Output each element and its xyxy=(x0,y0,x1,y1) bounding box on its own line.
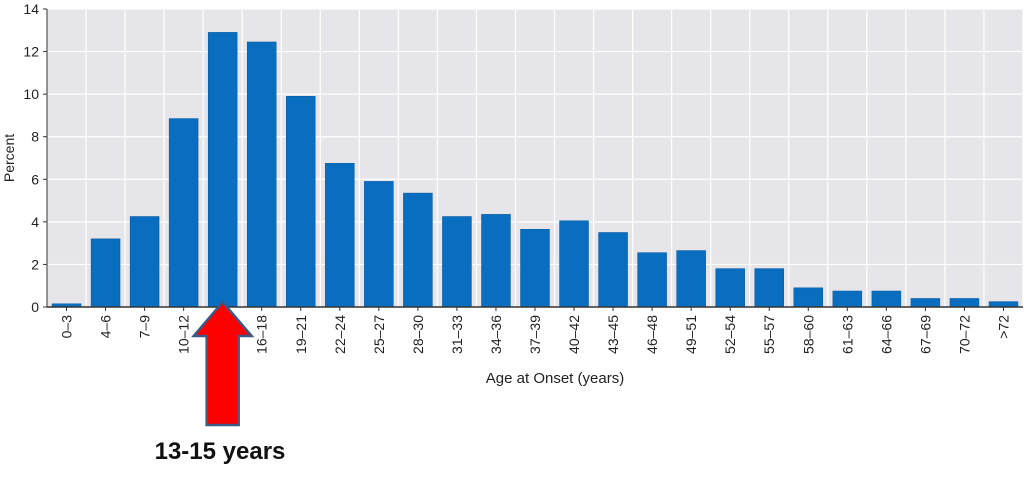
x-tick-label: 31–33 xyxy=(449,315,465,354)
x-tick-label: 70–72 xyxy=(956,315,972,354)
x-tick-label: 34–36 xyxy=(488,315,504,354)
x-axis-label: Age at Onset (years) xyxy=(486,370,624,387)
bar-64–66 xyxy=(871,290,902,308)
x-tick-label: 10–12 xyxy=(176,315,192,354)
bar-19–21 xyxy=(286,95,316,308)
x-tick-label: >72 xyxy=(995,315,1011,339)
x-tick-label: 4–6 xyxy=(98,315,114,339)
bar-37–39 xyxy=(520,229,550,308)
x-tick-label: 16–18 xyxy=(254,315,270,354)
y-tick-label: 4 xyxy=(31,214,39,230)
bar-31–33 xyxy=(442,216,472,308)
x-tick-label: 55–57 xyxy=(761,315,777,354)
bar-58–60 xyxy=(793,287,824,308)
bar-46–48 xyxy=(637,252,667,308)
y-tick-label: 10 xyxy=(23,86,39,102)
annotation-label: 13-15 years xyxy=(154,438,286,465)
x-tick-label: 46–48 xyxy=(644,315,660,354)
y-tick-label: 14 xyxy=(23,1,39,17)
bar-70–72 xyxy=(949,298,980,308)
x-tick-label: 7–9 xyxy=(137,315,153,339)
y-tick-label: 8 xyxy=(31,129,39,145)
y-tick-label: 0 xyxy=(31,299,39,315)
annotation-arrow xyxy=(190,300,255,427)
x-tick-label: 49–51 xyxy=(683,315,699,354)
y-tick-label: 6 xyxy=(31,171,39,187)
x-tick-label: 64–66 xyxy=(878,315,894,354)
y-tick-label: 2 xyxy=(31,256,39,272)
bar-4–6 xyxy=(90,238,121,308)
bar-52–54 xyxy=(715,268,745,308)
bar-25–27 xyxy=(364,181,394,308)
bar-22–24 xyxy=(325,163,355,308)
bar-7–9 xyxy=(129,216,160,308)
bar-40–42 xyxy=(559,220,589,308)
bar-61–63 xyxy=(832,290,863,308)
x-tick-label: 61–63 xyxy=(839,315,855,354)
bar-55–57 xyxy=(754,268,784,308)
x-tick-label: 19–21 xyxy=(293,315,309,354)
x-tick-label: 37–39 xyxy=(527,315,543,354)
x-tick-label: 52–54 xyxy=(722,315,738,354)
x-tick-label: 22–24 xyxy=(332,315,348,354)
x-tick-label: 25–27 xyxy=(371,315,387,354)
bar-13–15 xyxy=(207,32,238,308)
bar-67–69 xyxy=(910,298,941,308)
x-tick-label: 28–30 xyxy=(410,315,426,354)
bar-10–12 xyxy=(168,118,199,308)
bar-28–30 xyxy=(403,192,433,308)
bar-34–36 xyxy=(481,214,511,308)
bar-16–18 xyxy=(246,41,277,308)
y-tick-label: 12 xyxy=(23,44,39,60)
x-tick-label: 67–69 xyxy=(917,315,933,354)
bar-49–51 xyxy=(676,250,706,308)
x-tick-label: 58–60 xyxy=(800,315,816,354)
bar->72 xyxy=(988,301,1019,308)
bar-43–45 xyxy=(598,232,628,308)
x-tick-label: 40–42 xyxy=(566,315,582,354)
x-tick-label: 0–3 xyxy=(59,315,75,339)
x-tick-label: 43–45 xyxy=(605,315,621,354)
y-axis-label: Percent xyxy=(1,134,17,182)
